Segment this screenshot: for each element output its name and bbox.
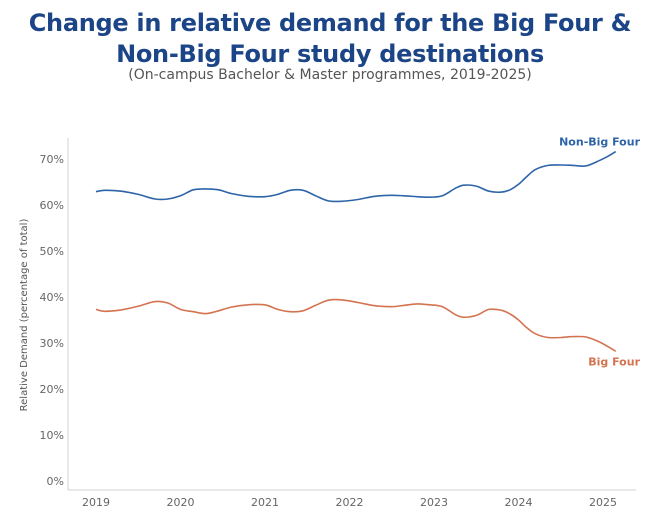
chart-title-line-2: Non-Big Four study destinations — [116, 40, 544, 68]
x-tick-label: 2022 — [336, 496, 364, 509]
x-tick-label: 2021 — [251, 496, 279, 509]
y-axis-label: Relative Demand (percentage of total) — [19, 219, 30, 412]
y-tick-labels: 0% 10% 20% 30% 40% 50% 60% 70% — [40, 153, 64, 488]
chart-title-line-1: Change in relative demand for the Big Fo… — [28, 9, 632, 37]
y-tick-label: 40% — [40, 291, 64, 304]
x-tick-label: 2020 — [167, 496, 195, 509]
x-tick-labels: 2019 2020 2021 2022 2023 2024 2025 — [82, 496, 617, 509]
chart-subtitle: (On-campus Bachelor & Master programmes,… — [128, 67, 532, 83]
series-label-big-four: Big Four — [588, 355, 640, 368]
x-tick-label: 2023 — [420, 496, 448, 509]
y-tick-label: 60% — [40, 199, 64, 212]
y-tick-label: 20% — [40, 383, 64, 396]
series-labels: Non-Big Four Big Four — [559, 136, 640, 369]
x-tick-label: 2025 — [589, 496, 617, 509]
x-tick-label: 2024 — [505, 496, 533, 509]
series-lines — [95, 150, 617, 352]
y-tick-label: 70% — [40, 153, 64, 166]
y-tick-label: 0% — [47, 475, 64, 488]
series-label-non-big-four: Non-Big Four — [559, 136, 640, 149]
y-tick-label: 30% — [40, 337, 64, 350]
y-tick-label: 50% — [40, 245, 64, 258]
x-tick-label: 2019 — [82, 496, 110, 509]
series-line-big-four — [95, 298, 617, 352]
series-line-non-big-four — [95, 150, 617, 203]
y-tick-label: 10% — [40, 429, 64, 442]
